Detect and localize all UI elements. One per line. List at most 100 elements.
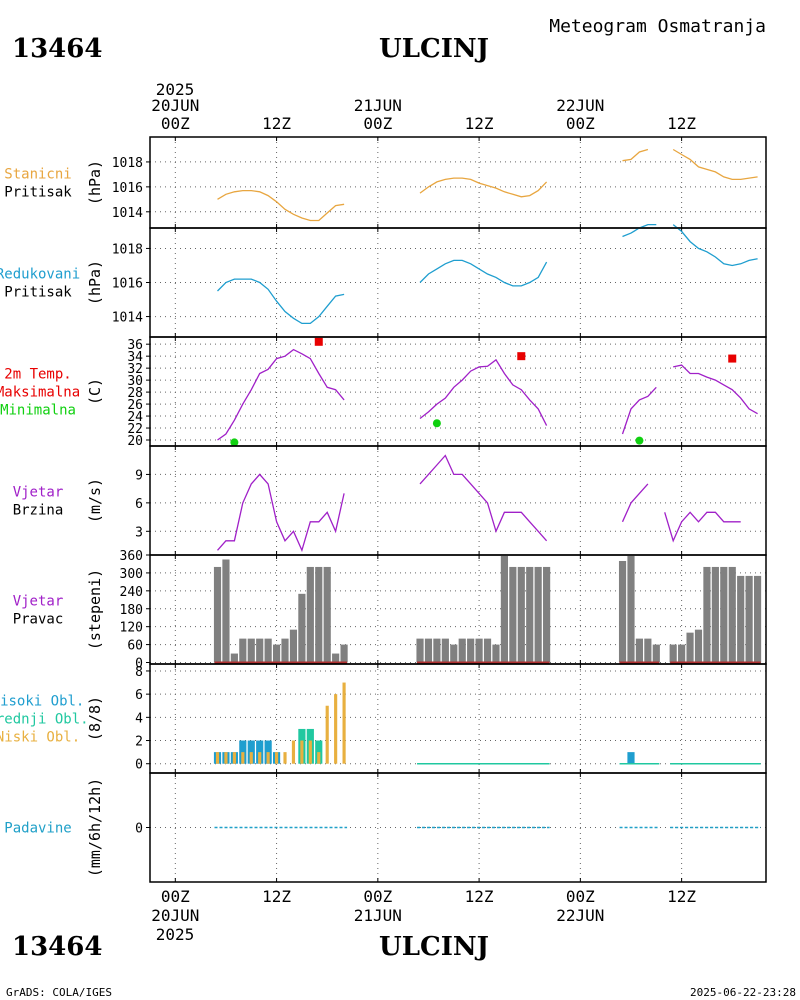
y-tick-label: 240 xyxy=(120,585,143,600)
y-tick-label: 120 xyxy=(120,621,143,636)
series-line xyxy=(419,177,548,198)
direction-bar xyxy=(450,644,458,663)
y-tick-label: 32 xyxy=(127,362,143,377)
direction-bar xyxy=(315,566,323,663)
bottom-time-label: 12Z xyxy=(667,887,696,906)
series-line xyxy=(621,483,649,523)
y-tick-label: 1014 xyxy=(112,206,143,221)
panel-label: Srednji Obl. xyxy=(0,712,89,728)
product-title: Meteogram Osmatranja xyxy=(549,16,766,37)
series-line xyxy=(672,148,758,181)
cloud-bar-low xyxy=(291,740,296,764)
panel-wind_direction: 0 60 120 180 240 300 360 (stepeni) Vjetar Pravac xyxy=(13,549,767,672)
direction-bar xyxy=(483,638,492,663)
top-date-label: 20JUN xyxy=(151,96,199,115)
cloud-bar-low xyxy=(283,752,287,764)
direction-bar xyxy=(543,566,551,663)
series-line xyxy=(672,224,758,267)
top-date-label: 22JUN xyxy=(556,96,604,115)
direction-bar xyxy=(678,644,686,663)
panel-label: Pritisak xyxy=(4,185,72,201)
cloud-bar-low xyxy=(325,705,329,764)
series-line xyxy=(217,473,345,553)
direction-bar xyxy=(247,638,255,663)
direction-bar xyxy=(492,644,500,663)
direction-bar xyxy=(272,644,281,663)
cloud-bar-low xyxy=(317,752,321,764)
y-tick-label: 3 xyxy=(135,525,143,540)
direction-bar xyxy=(737,575,745,663)
direction-bar xyxy=(222,559,230,663)
start-year: 2025 xyxy=(156,80,195,99)
cloud-bar-low xyxy=(249,752,253,764)
y-tick-label: 1016 xyxy=(112,277,143,292)
tmax-marker xyxy=(517,352,526,361)
direction-bar xyxy=(340,644,348,663)
direction-bar xyxy=(433,638,441,663)
tmin-marker xyxy=(635,436,644,445)
direction-bar xyxy=(703,566,711,663)
tmax-marker xyxy=(314,337,323,346)
y-tick-label: 180 xyxy=(120,603,143,618)
direction-bar xyxy=(256,638,264,663)
top-date-label: 21JUN xyxy=(354,96,402,115)
direction-bar xyxy=(230,653,238,663)
y-tick-label: 360 xyxy=(120,549,143,564)
series-line xyxy=(217,348,345,441)
y-tick-label: 26 xyxy=(127,398,143,413)
panel-label: Maksimalna xyxy=(0,385,80,401)
panel-frame xyxy=(149,772,767,883)
bottom-date-label: 22JUN xyxy=(556,906,604,925)
y-tick-label: 22 xyxy=(127,422,143,437)
panel-label: 2m Temp. xyxy=(4,367,71,383)
y-tick-label: 1014 xyxy=(112,311,143,326)
direction-bar xyxy=(239,638,247,663)
top-time-label: 12Z xyxy=(667,114,696,133)
panel-label: Visoki Obl. xyxy=(0,694,84,710)
timestamp-text: 2025-06-22-23:28 xyxy=(690,986,796,999)
panel-label: Niski Obl. xyxy=(0,730,80,746)
direction-bar xyxy=(458,638,466,663)
cloud-bar-low xyxy=(342,682,346,764)
direction-bar xyxy=(467,638,475,663)
y-tick-label: 8 xyxy=(135,665,143,680)
panel-label: Vjetar xyxy=(13,594,64,610)
direction-bar xyxy=(289,629,298,663)
direction-bar xyxy=(753,575,762,663)
top-time-label: 12Z xyxy=(465,114,494,133)
cloud-bar-low xyxy=(258,752,262,764)
cloud-bar-low xyxy=(274,752,279,764)
direction-bar xyxy=(534,566,542,663)
direction-bar xyxy=(323,566,331,663)
direction-bar xyxy=(635,638,644,663)
direction-bar xyxy=(694,629,703,663)
direction-bar xyxy=(424,638,433,663)
panel-station_pressure: 1014 1016 1018 (hPa) Stanicni Pritisak xyxy=(4,136,767,229)
y-axis-label: (C) xyxy=(86,378,104,405)
panel-reduced_pressure: 1014 1016 1018 (hPa) Redukovani Pritisak xyxy=(0,223,767,338)
bottom-time-label: 00Z xyxy=(566,887,595,906)
y-tick-label: 0 xyxy=(135,758,143,773)
direction-bar xyxy=(669,644,677,663)
y-tick-label: 4 xyxy=(135,711,143,726)
y-tick-label: 1016 xyxy=(112,181,143,196)
direction-bar xyxy=(618,560,627,663)
cloud-bar-low xyxy=(215,752,220,764)
y-axis-label: (m/s) xyxy=(86,478,104,523)
series-line xyxy=(419,454,548,542)
direction-bar xyxy=(526,566,534,663)
direction-bar xyxy=(644,638,652,663)
panel-label: Vjetar xyxy=(13,485,64,501)
direction-bar xyxy=(281,638,289,663)
tmin-marker xyxy=(432,419,441,428)
panel-label: Redukovani xyxy=(0,267,80,283)
cloud-bar-low xyxy=(300,740,304,764)
cloud-bar-low xyxy=(232,752,236,764)
panel-frame xyxy=(149,336,767,447)
station-id-bottom: 13464 xyxy=(12,932,102,962)
y-tick-label: 36 xyxy=(127,338,143,353)
panel-label: Pritisak xyxy=(4,285,72,301)
tmin-marker xyxy=(230,438,239,447)
